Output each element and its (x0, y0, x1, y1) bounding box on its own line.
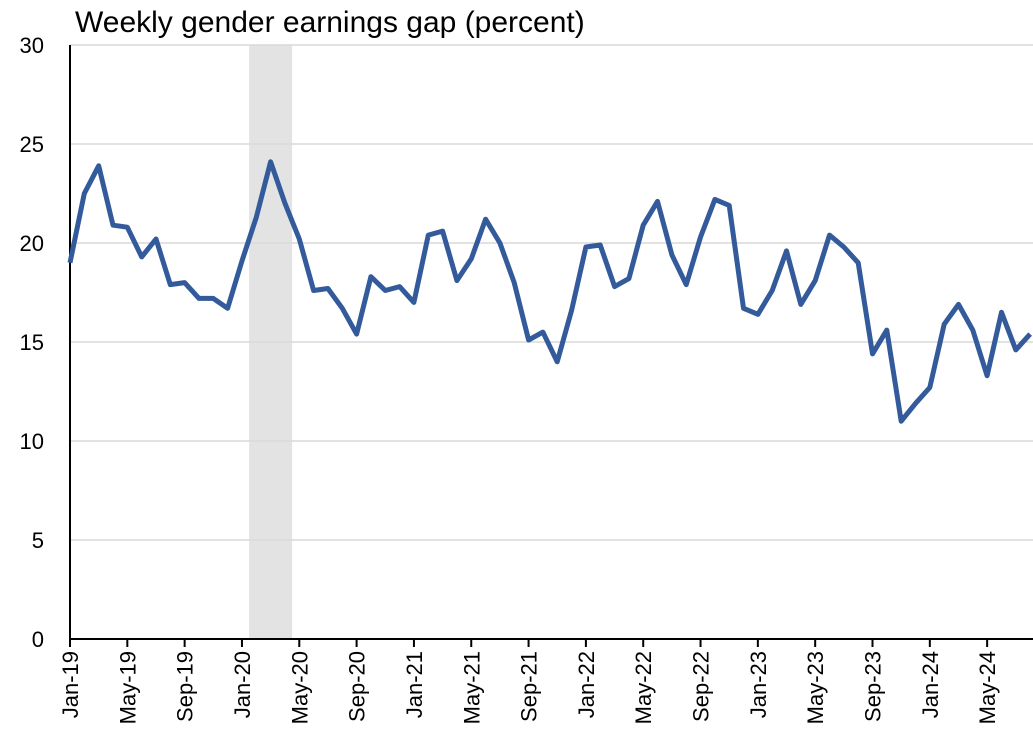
x-tick-label: Sep-22 (689, 651, 714, 722)
y-tick-label: 0 (32, 627, 44, 652)
x-tick-label: Sep-23 (861, 651, 886, 722)
x-tick-label: Jan-22 (574, 651, 599, 718)
x-tick-label: May-23 (803, 651, 828, 724)
y-tick-label: 20 (20, 231, 44, 256)
x-tick-label: May-24 (975, 651, 1000, 724)
x-tick-label: Jan-19 (58, 651, 83, 718)
y-tick-label: 30 (20, 33, 44, 58)
data-line (67, 159, 1032, 424)
x-tick-label: Jan-20 (230, 651, 255, 718)
x-tick-label: May-21 (459, 651, 484, 724)
x-tick-label: Sep-19 (173, 651, 198, 722)
x-tick-label: Jan-21 (402, 651, 427, 718)
y-tick-label: 15 (20, 330, 44, 355)
x-tick-label: May-19 (115, 651, 140, 724)
chart-title: Weekly gender earnings gap (percent) (75, 6, 585, 39)
x-tick-label: Jan-24 (918, 651, 943, 718)
x-tick-label: May-22 (631, 651, 656, 724)
y-tick-label: 5 (32, 528, 44, 553)
x-tick-label: May-20 (287, 651, 312, 724)
x-tick-label: Sep-20 (345, 651, 370, 722)
x-tick-label: Sep-21 (517, 651, 542, 722)
y-tick-label: 25 (20, 132, 44, 157)
y-tick-label: 10 (20, 429, 44, 454)
x-tick-label: Jan-23 (746, 651, 771, 718)
